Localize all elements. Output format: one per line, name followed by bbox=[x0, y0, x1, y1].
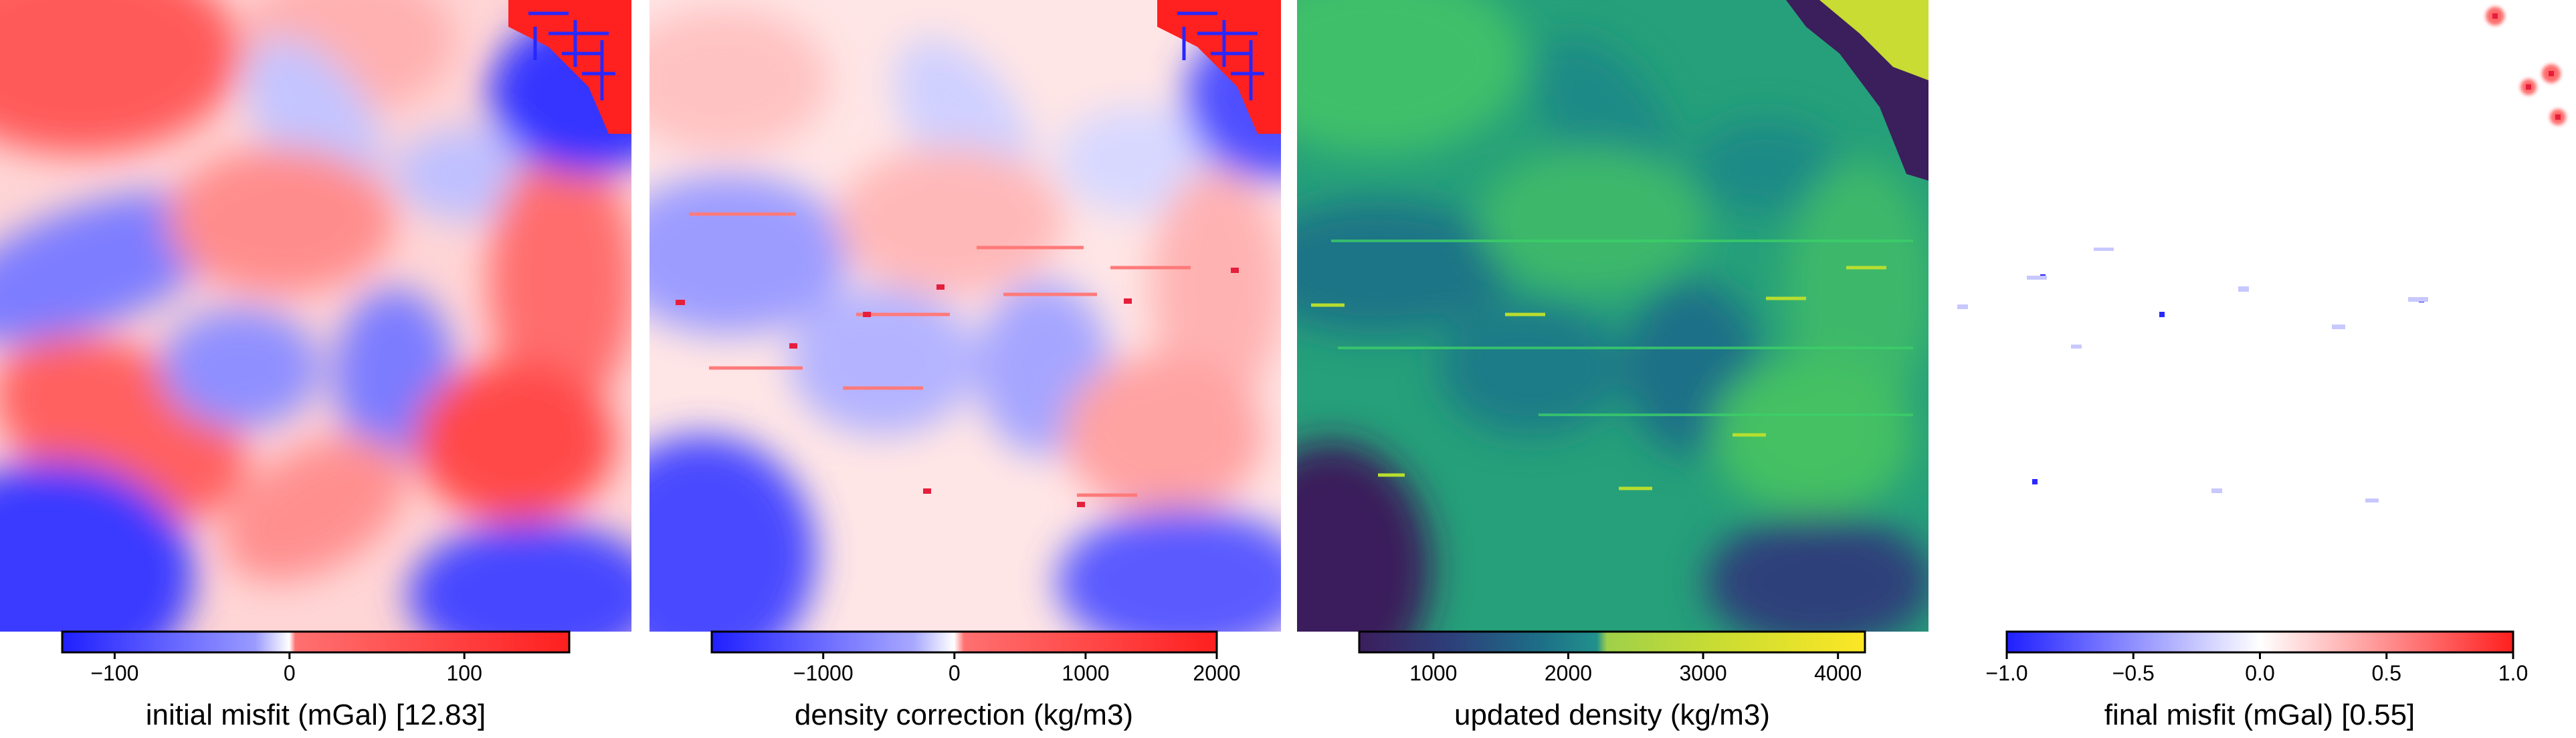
colorbar-label: density correction (kg/m3) bbox=[795, 699, 1133, 731]
colorbar-label: updated density (kg/m3) bbox=[1454, 699, 1770, 731]
colorbar-density-correction: −1000 0 1000 2000 density correction (kg/m3… bbox=[710, 630, 1241, 731]
colorbar-ticks: −100 0 100 bbox=[90, 652, 482, 685]
colorbar-tick-label: 2000 bbox=[1545, 661, 1592, 685]
colorbar-tick-label: 0.0 bbox=[2245, 661, 2274, 685]
colorbar-gradient bbox=[61, 630, 571, 654]
colorbar-tick-label: −100 bbox=[90, 661, 138, 685]
panel-updated-density: 1000 2000 3000 4000 updated density (kg/m3) bbox=[1297, 0, 1928, 731]
colorbar-tick-label: 1000 bbox=[1062, 661, 1109, 685]
panel-initial-misfit: −100 0 100 initial misfit (mGal) [12.83] bbox=[0, 0, 631, 731]
colorbar-gradient bbox=[2005, 630, 2514, 654]
colorbar-tick-label: 0 bbox=[949, 661, 961, 685]
colorbar-ticks: −1.0 −0.5 0.0 0.5 1.0 bbox=[1985, 652, 2528, 685]
panel-final-misfit: −1.0 −0.5 0.0 0.5 1.0 final misfit (mGal) [0… bbox=[1946, 0, 2576, 731]
colorbar-label: initial misfit (mGal) [12.83] bbox=[146, 699, 486, 731]
colorbar-initial-misfit: −100 0 100 initial misfit (mGal) [12.83] bbox=[61, 630, 571, 731]
heatmap-updated-density bbox=[1297, 0, 1928, 632]
colorbar-gradient bbox=[710, 630, 1218, 654]
colorbar-gradient bbox=[1358, 630, 1866, 654]
colorbar-tick-label: −1000 bbox=[793, 661, 854, 685]
heatmap-density-correction bbox=[650, 0, 1281, 632]
colorbar-tick-label: −0.5 bbox=[2112, 661, 2155, 685]
colorbar-tick-label: 4000 bbox=[1814, 661, 1862, 685]
colorbar-tick-label: 0 bbox=[284, 661, 296, 685]
colorbar-ticks: −1000 0 1000 2000 bbox=[793, 652, 1241, 685]
colorbar-tick-label: 1.0 bbox=[2498, 661, 2528, 685]
colorbar-tick-label: 1000 bbox=[1409, 661, 1457, 685]
colorbar-tick-label: 3000 bbox=[1679, 661, 1726, 685]
colorbar-tick-label: 100 bbox=[446, 661, 482, 685]
colorbar-final-misfit: −1.0 −0.5 0.0 0.5 1.0 final misfit (mGal) [0… bbox=[1985, 630, 2528, 731]
colorbar-tick-label: 2000 bbox=[1193, 661, 1240, 685]
colorbar-updated-density: 1000 2000 3000 4000 updated density (kg/m3) bbox=[1358, 630, 1866, 731]
colorbar-ticks: 1000 2000 3000 4000 bbox=[1409, 652, 1862, 685]
colorbar-tick-label: −1.0 bbox=[1985, 661, 2027, 685]
heatmap-final-misfit bbox=[1946, 0, 2576, 632]
colorbar-tick-label: 0.5 bbox=[2372, 661, 2401, 685]
colorbar-label: final misfit (mGal) [0.55] bbox=[2104, 699, 2415, 731]
panel-density-correction: −1000 0 1000 2000 density correction (kg/m3… bbox=[650, 0, 1281, 731]
heatmap-initial-misfit bbox=[0, 0, 631, 632]
